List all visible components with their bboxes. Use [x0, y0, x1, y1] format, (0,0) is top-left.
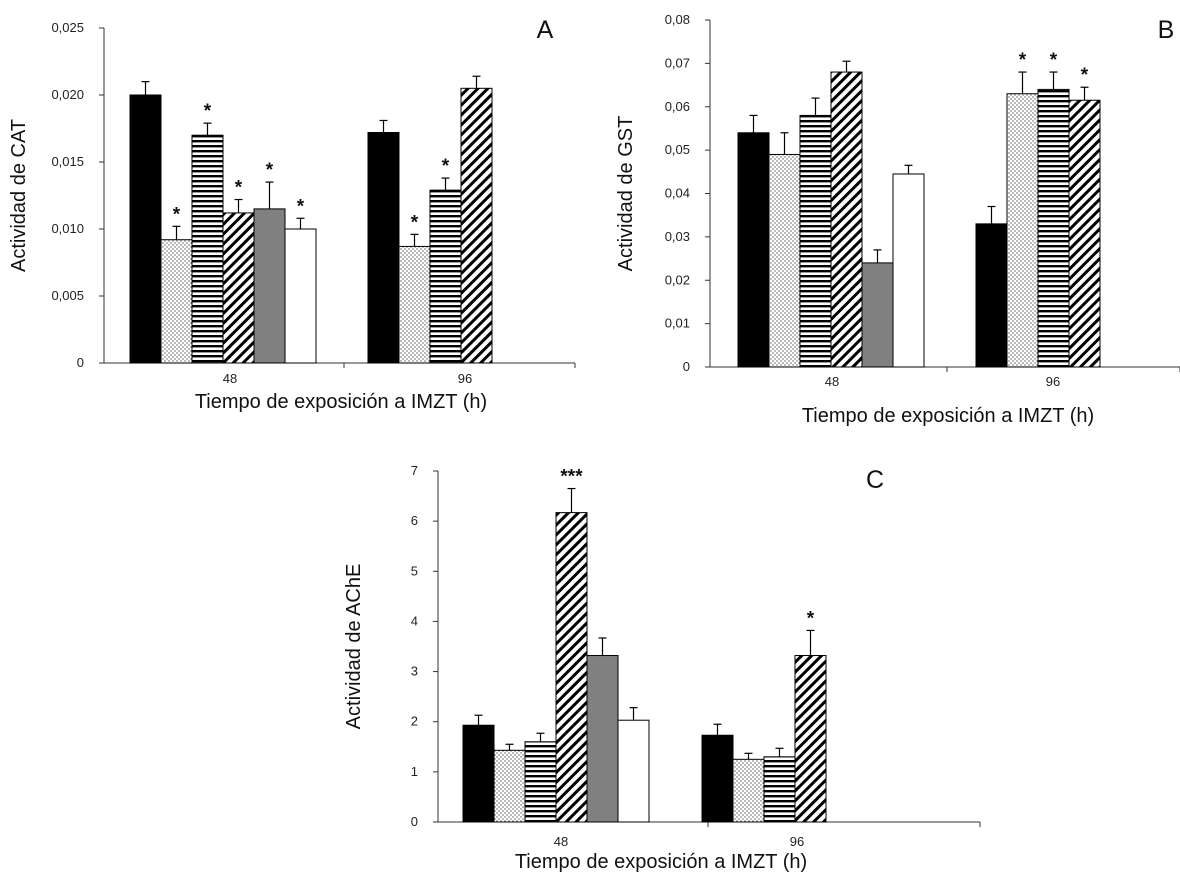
y-tick-label: 0,005 — [51, 288, 84, 303]
bar — [253, 208, 286, 364]
bar — [129, 94, 162, 364]
y-tick-label: 0,015 — [51, 154, 84, 169]
y-tick-label: 0,03 — [665, 229, 690, 244]
panel-b: 0 0,01 0,02 0,03 0,04 0,05 0,06 0,07 0,08 48 * * * 96… — [615, 12, 1180, 427]
significance-star: * — [173, 204, 181, 225]
bar — [460, 87, 493, 364]
x-axis-title: Tiempo de exposición a IMZT (h) — [195, 391, 487, 413]
significance-star: * — [1050, 50, 1058, 71]
bar — [861, 262, 894, 368]
bar — [1068, 99, 1101, 368]
bar — [763, 756, 796, 823]
x-group-label: 48 — [223, 371, 237, 386]
y-tick-label: 0,010 — [51, 221, 84, 236]
bar — [975, 223, 1008, 368]
panel-letter: A — [537, 16, 554, 44]
significance-star: * — [807, 608, 815, 629]
y-tick-label: 0,06 — [665, 99, 690, 114]
bar — [284, 228, 317, 364]
panel-letter: C — [866, 466, 884, 494]
bar — [222, 212, 255, 364]
y-tick-label: 5 — [411, 563, 418, 578]
bar — [462, 724, 495, 823]
y-tick-label: 6 — [411, 513, 418, 528]
bar — [794, 655, 827, 823]
bar — [830, 71, 863, 368]
bar — [768, 153, 801, 368]
y-tick-label: 0 — [77, 355, 84, 370]
y-axis-title: Actividad de CAT — [8, 119, 30, 272]
y-tick-label: 2 — [411, 714, 418, 729]
bar — [367, 132, 400, 364]
panel-c: 0 1 2 3 4 5 6 7 *** 48 * 96 Tiempo de exposición a I… — [343, 463, 981, 873]
significance-star: *** — [560, 467, 583, 488]
y-tick-label: 0,08 — [665, 12, 690, 27]
significance-star: * — [442, 156, 450, 177]
y-tick-label: 0,01 — [665, 316, 690, 331]
y-axis-title: Actividad de GST — [615, 116, 637, 272]
y-tick-label: 7 — [411, 463, 418, 478]
x-group-label: 48 — [554, 834, 568, 849]
x-group-label: 96 — [1046, 374, 1060, 389]
y-axis-title: Actividad de AChE — [343, 564, 365, 730]
significance-star: * — [1081, 65, 1089, 86]
bar — [586, 655, 619, 823]
y-tick-label: 0 — [411, 814, 418, 829]
significance-star: * — [297, 196, 305, 217]
panel-a: 0 0,005 0,010 0,015 0,020 0,025 * * * * * 48 * * 96 Tie… — [8, 16, 576, 413]
x-group-label: 48 — [825, 374, 839, 389]
y-tick-label: 0,07 — [665, 55, 690, 70]
y-tick-label: 0 — [683, 359, 690, 374]
y-tick-label: 0,020 — [51, 87, 84, 102]
y-tick-label: 0,04 — [665, 186, 690, 201]
x-group-label: 96 — [790, 834, 804, 849]
bar — [1037, 88, 1070, 368]
significance-star: * — [235, 178, 243, 199]
bar — [398, 245, 431, 364]
significance-star: * — [1019, 50, 1027, 71]
y-tick-label: 1 — [411, 764, 418, 779]
bar — [799, 114, 832, 368]
x-axis-title: Tiempo de exposición a IMZT (h) — [515, 851, 807, 873]
bar — [493, 749, 526, 823]
y-tick-label: 4 — [411, 613, 418, 628]
significance-star: * — [204, 101, 212, 122]
significance-star: * — [266, 160, 274, 181]
y-tick-label: 0,05 — [665, 142, 690, 157]
y-tick-label: 0,02 — [665, 272, 690, 287]
y-tick-label: 0,025 — [51, 20, 84, 35]
y-tick-label: 3 — [411, 664, 418, 679]
bar — [429, 189, 462, 364]
bar — [617, 719, 650, 823]
bar — [191, 134, 224, 364]
bar — [160, 239, 193, 364]
bar — [737, 132, 770, 368]
x-group-label: 96 — [458, 371, 472, 386]
bar — [892, 173, 925, 368]
significance-star: * — [411, 212, 419, 233]
x-axis-title: Tiempo de exposición a IMZT (h) — [802, 405, 1094, 427]
panel-letter: B — [1158, 16, 1175, 44]
bar — [1006, 93, 1039, 368]
bar — [701, 734, 734, 823]
bar — [524, 741, 557, 823]
bar — [555, 512, 588, 823]
bar — [732, 758, 765, 823]
